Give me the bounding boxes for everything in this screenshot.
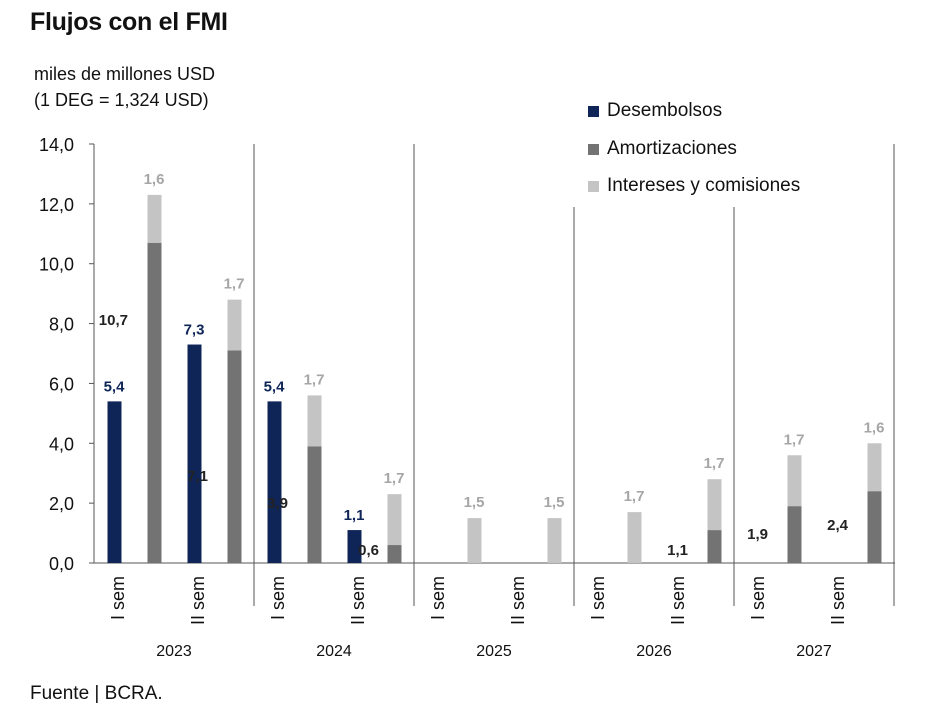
bar-amortizaciones (147, 242, 162, 563)
x-tick-label-semester: I sem (108, 576, 128, 620)
bar-intereses (547, 518, 562, 563)
legend-item-intereses: Intereses y comisiones (588, 175, 800, 197)
bar-intereses (387, 494, 402, 546)
bar-desembolsos (107, 401, 122, 563)
data-label-amortizaciones: 0,6 (358, 542, 379, 559)
x-tick-label-semester: II sem (348, 576, 368, 625)
data-label-amortizaciones: 7,1 (187, 468, 208, 485)
x-year-label: 2027 (796, 643, 832, 660)
bar-amortizaciones (787, 506, 802, 563)
x-tick-label-semester: I sem (588, 576, 608, 620)
bar-intereses (147, 194, 162, 243)
y-tick-label: 14,0 (39, 135, 74, 155)
legend-label-intereses: Intereses y comisiones (607, 175, 801, 196)
source-note: Fuente | BCRA. (30, 683, 163, 704)
bar-intereses (707, 479, 722, 531)
unit-label: miles de millones USD (34, 64, 216, 84)
data-label-intereses: 1,5 (464, 494, 485, 511)
x-tick-label-semester: I sem (428, 576, 448, 620)
bar-intereses (467, 518, 482, 563)
y-tick-label: 10,0 (39, 255, 74, 275)
exchange-rate-note: (1 DEG = 1,324 USD) (34, 90, 209, 110)
bar-amortizaciones (707, 530, 722, 563)
bar-intereses (787, 455, 802, 507)
y-tick-label: 0,0 (49, 554, 74, 574)
data-label-amortizaciones: 1,1 (667, 542, 688, 559)
y-tick-label: 8,0 (49, 315, 74, 335)
x-year-label: 2023 (156, 643, 192, 660)
bar-amortizaciones (867, 491, 882, 563)
data-label-desembolsos: 7,3 (184, 322, 205, 339)
bar-amortizaciones (307, 446, 322, 563)
data-label-intereses: 1,7 (704, 455, 725, 472)
bar-amortizaciones (227, 350, 242, 563)
data-label-amortizaciones: 1,9 (747, 526, 768, 543)
x-tick-label-semester: II sem (188, 576, 208, 625)
legend-swatch-desembolsos (588, 105, 599, 117)
data-label-intereses: 1,7 (384, 470, 405, 487)
legend-swatch-intereses (588, 180, 599, 192)
bar-desembolsos (187, 344, 202, 563)
data-label-intereses: 1,5 (544, 494, 565, 511)
data-label-intereses: 1,7 (784, 431, 805, 448)
bar-intereses (227, 299, 242, 351)
y-tick-label: 12,0 (39, 195, 74, 215)
data-label-amortizaciones: 3,9 (267, 495, 288, 512)
data-label-desembolsos: 5,4 (264, 378, 286, 395)
data-label-intereses: 1,7 (304, 371, 325, 388)
bar-desembolsos (347, 530, 362, 563)
bar-intereses (867, 443, 882, 492)
x-tick-label-semester: II sem (668, 576, 688, 625)
bar-amortizaciones (387, 545, 402, 563)
y-tick-label: 4,0 (49, 434, 74, 454)
data-label-intereses: 1,7 (624, 488, 645, 505)
data-label-intereses: 1,7 (224, 276, 245, 293)
legend-label-desembolsos: Desembolsos (607, 100, 723, 121)
bar-intereses (627, 512, 642, 563)
x-tick-label-semester: I sem (268, 576, 288, 620)
x-tick-label-semester: II sem (508, 576, 528, 625)
x-year-label: 2024 (316, 643, 352, 660)
legend-label-amortizaciones: Amortizaciones (607, 138, 737, 159)
data-label-amortizaciones: 10,7 (99, 312, 128, 329)
x-tick-label-semester: II sem (828, 576, 848, 625)
data-label-desembolsos: 1,1 (344, 507, 365, 524)
legend-swatch-amortizaciones (588, 143, 599, 155)
chart-title: Flujos con el FMI (30, 8, 228, 36)
x-year-label: 2025 (476, 643, 512, 660)
data-label-intereses: 1,6 (144, 171, 165, 188)
x-tick-label-semester: I sem (748, 576, 768, 620)
legend-item-amortizaciones: Amortizaciones (588, 138, 737, 160)
bar-desembolsos (267, 401, 282, 563)
data-label-desembolsos: 5,4 (104, 378, 126, 395)
y-tick-label: 2,0 (49, 494, 74, 514)
legend-item-desembolsos: Desembolsos (588, 100, 722, 122)
x-year-label: 2026 (636, 643, 672, 660)
bar-intereses (307, 395, 322, 447)
data-label-amortizaciones: 2,4 (827, 517, 849, 534)
data-label-intereses: 1,6 (864, 419, 885, 436)
y-tick-label: 6,0 (49, 374, 74, 394)
